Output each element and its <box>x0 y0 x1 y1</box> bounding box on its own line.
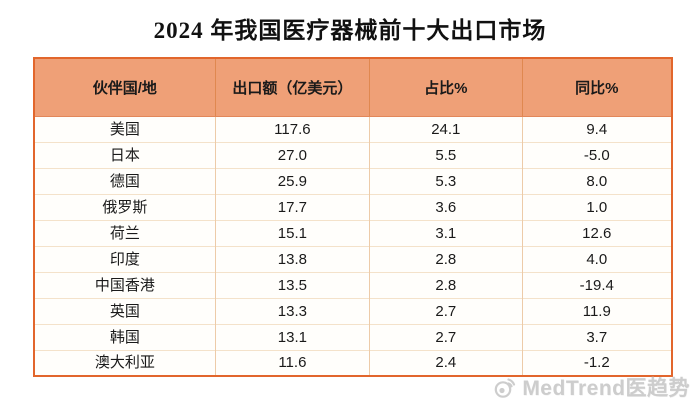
table-row: 德国 25.9 5.3 8.0 <box>33 167 673 194</box>
col-header-partner: 伙伴国/地 <box>33 58 216 117</box>
col-header-yoy: 同比% <box>521 58 673 117</box>
cell-export-value: 13.3 <box>214 297 371 324</box>
cell-yoy: 3.7 <box>521 323 673 350</box>
cell-market: 韩国 <box>33 323 216 350</box>
cell-market: 中国香港 <box>33 271 216 298</box>
cell-share: 2.7 <box>369 297 523 324</box>
table-row: 澳大利亚 11.6 2.4 -1.2 <box>33 349 673 376</box>
cell-share: 2.8 <box>369 271 523 298</box>
table-header: 伙伴国/地 出口额（亿美元） 占比% 同比% <box>33 58 673 117</box>
cell-yoy: 11.9 <box>521 297 673 324</box>
table-body: 美国 117.6 24.1 9.4 日本 27.0 5.5 -5.0 德国 25.9 5.3 8.0 俄… <box>33 115 673 376</box>
cell-yoy: 1.0 <box>521 193 673 220</box>
cell-share: 2.7 <box>369 323 523 350</box>
cell-share: 3.1 <box>369 219 523 246</box>
cell-market: 英国 <box>33 297 216 324</box>
cell-share: 2.4 <box>369 349 523 376</box>
cell-yoy: 4.0 <box>521 245 673 272</box>
export-markets-table: 伙伴国/地 出口额（亿美元） 占比% 同比% 美国 117.6 24.1 9.4 日本 2… <box>33 57 673 377</box>
cell-export-value: 117.6 <box>214 115 371 142</box>
col-header-export-value: 出口额（亿美元） <box>214 58 371 117</box>
cell-market: 印度 <box>33 245 216 272</box>
cell-export-value: 13.1 <box>214 323 371 350</box>
cell-market: 日本 <box>33 141 216 168</box>
cell-share: 5.3 <box>369 167 523 194</box>
table-row: 印度 13.8 2.8 4.0 <box>33 245 673 272</box>
watermark: MedTrend医趋势 <box>492 372 690 402</box>
header-row: 伙伴国/地 出口额（亿美元） 占比% 同比% <box>33 58 673 117</box>
table-row: 俄罗斯 17.7 3.6 1.0 <box>33 193 673 220</box>
cell-yoy: -19.4 <box>521 271 673 298</box>
cell-export-value: 25.9 <box>214 167 371 194</box>
cell-export-value: 27.0 <box>214 141 371 168</box>
cell-yoy: 9.4 <box>521 115 673 142</box>
cell-share: 2.8 <box>369 245 523 272</box>
cell-share: 5.5 <box>369 141 523 168</box>
page-title: 2024 年我国医疗器械前十大出口市场 <box>153 18 547 43</box>
cell-share: 24.1 <box>369 115 523 142</box>
cell-market: 德国 <box>33 167 216 194</box>
cell-yoy: -1.2 <box>521 349 673 376</box>
cell-export-value: 13.5 <box>214 271 371 298</box>
cell-market: 澳大利亚 <box>33 349 216 376</box>
cell-export-value: 17.7 <box>214 193 371 220</box>
cell-share: 3.6 <box>369 193 523 220</box>
table-row: 中国香港 13.5 2.8 -19.4 <box>33 271 673 298</box>
watermark-text: MedTrend医趋势 <box>522 377 690 400</box>
cell-export-value: 11.6 <box>214 349 371 376</box>
cell-export-value: 13.8 <box>214 245 371 272</box>
cell-yoy: 12.6 <box>521 219 673 246</box>
cell-market: 荷兰 <box>33 219 216 246</box>
table-row: 日本 27.0 5.5 -5.0 <box>33 141 673 168</box>
cell-market: 美国 <box>33 115 216 142</box>
col-header-share: 占比% <box>369 58 523 117</box>
weibo-camera-icon <box>492 374 518 400</box>
table-row: 荷兰 15.1 3.1 12.6 <box>33 219 673 246</box>
table-row: 英国 13.3 2.7 11.9 <box>33 297 673 324</box>
cell-yoy: 8.0 <box>521 167 673 194</box>
cell-yoy: -5.0 <box>521 141 673 168</box>
cell-market: 俄罗斯 <box>33 193 216 220</box>
cell-export-value: 15.1 <box>214 219 371 246</box>
table-row: 韩国 13.1 2.7 3.7 <box>33 323 673 350</box>
table-row: 美国 117.6 24.1 9.4 <box>33 115 673 142</box>
